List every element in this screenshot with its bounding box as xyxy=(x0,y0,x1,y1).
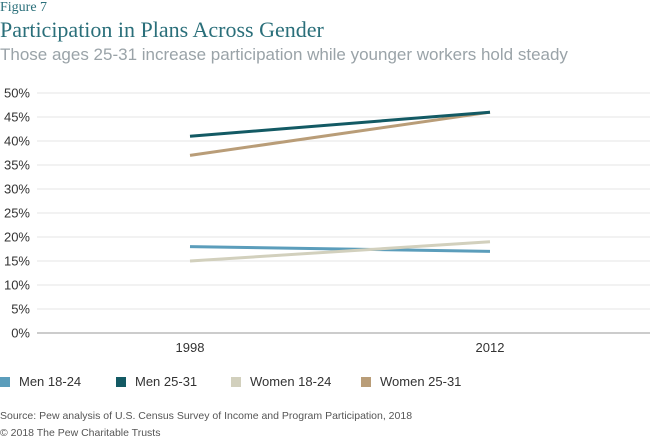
source-note: Source: Pew analysis of U.S. Census Surv… xyxy=(0,410,413,422)
legend-swatch-men-18-24 xyxy=(0,376,10,387)
legend-item-men-25-31: Men 25-31 xyxy=(116,374,197,389)
y-tick-label: 0% xyxy=(11,326,30,341)
y-tick-label: 25% xyxy=(4,206,30,221)
y-tick-label: 5% xyxy=(11,302,30,317)
y-tick-label: 10% xyxy=(4,278,30,293)
legend-label: Men 18-24 xyxy=(19,374,82,389)
series-line-women-18-24 xyxy=(189,240,491,263)
legend-label: Women 18-24 xyxy=(250,374,332,389)
y-tick-label: 40% xyxy=(4,134,30,149)
x-tick-label: 2012 xyxy=(476,340,505,355)
legend-label: Men 25-31 xyxy=(135,374,198,389)
series-line-men-25-31 xyxy=(189,110,491,138)
line-chart: 0% 5% 10% 15% 20% 25% 30% 35% 40% 45% 50% 1998 2012 xyxy=(4,86,650,355)
series-line-women-25-31 xyxy=(189,110,491,157)
y-tick-label: 50% xyxy=(4,86,30,101)
y-tick-label: 30% xyxy=(4,182,30,197)
x-tick-label: 1998 xyxy=(176,340,205,355)
legend-label: Women 25-31 xyxy=(380,374,462,389)
legend-swatch-women-18-24 xyxy=(231,376,241,387)
copyright-note: © 2018 The Pew Charitable Trusts xyxy=(0,427,161,439)
legend-item-men-18-24: Men 18-24 xyxy=(0,374,81,389)
chart-title: Participation in Plans Across Gender xyxy=(0,17,324,42)
y-tick-label: 45% xyxy=(4,110,30,125)
chart-subtitle: Those ages 25-31 increase participation … xyxy=(0,45,568,64)
legend-swatch-men-25-31 xyxy=(116,376,126,387)
y-tick-label: 35% xyxy=(4,158,30,173)
series-line-men-18-24 xyxy=(189,245,491,253)
y-tick-label: 15% xyxy=(4,254,30,269)
chart-legend: Men 18-24 Men 25-31 Women 18-24 Women 25… xyxy=(0,374,650,392)
legend-item-women-25-31: Women 25-31 xyxy=(361,374,461,389)
legend-item-women-18-24: Women 18-24 xyxy=(231,374,331,389)
y-tick-label: 20% xyxy=(4,230,30,245)
figure-label: Figure 7 xyxy=(0,0,48,15)
legend-swatch-women-25-31 xyxy=(361,376,371,387)
